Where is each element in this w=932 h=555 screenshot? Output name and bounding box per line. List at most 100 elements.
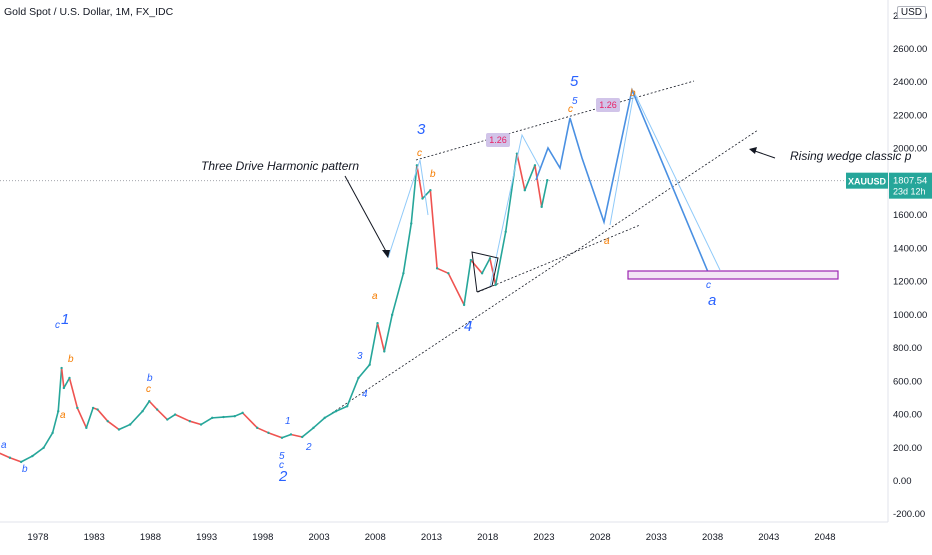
price-segment — [335, 405, 348, 413]
price-point — [166, 418, 169, 421]
price-point — [96, 408, 99, 411]
harmonic-leg-1 — [387, 159, 429, 259]
wedge-lower-line — [331, 129, 759, 414]
price-point — [357, 376, 360, 380]
price-point — [222, 415, 225, 419]
price-segment — [494, 230, 507, 286]
price-point — [68, 376, 71, 380]
x-tick-label: 2028 — [590, 532, 611, 543]
x-ticks: 1978 1983 1988 1993 1998 2003 2008 2013 2018 2023… — [27, 532, 835, 543]
price-point — [256, 426, 259, 430]
wave-label-orange-c2: c — [417, 148, 422, 159]
wave-label-orange-c3: c — [568, 104, 573, 115]
price-segment — [312, 417, 326, 429]
price-segment — [436, 267, 450, 275]
price-point — [106, 419, 109, 423]
y-tick-label: 1600.00 — [893, 210, 927, 221]
price-segment — [233, 412, 244, 418]
y-tick-label: 2000.00 — [893, 144, 927, 155]
price-segment — [63, 377, 71, 389]
price-segment — [410, 164, 418, 225]
price-point — [173, 413, 177, 416]
price-tag-value: 1807.54 — [893, 176, 927, 187]
wave-label-orange-b1: b — [68, 354, 74, 365]
price-point — [280, 436, 284, 439]
price-point — [480, 272, 484, 275]
x-tick-label: 2013 — [421, 532, 442, 543]
price-point — [383, 350, 386, 353]
price-point — [402, 272, 405, 275]
y-tick-label: 2200.00 — [893, 110, 927, 121]
currency-button[interactable]: USD — [896, 6, 926, 19]
wedge-annotation: Rising wedge classic p — [790, 149, 912, 163]
wedge-arrow-line — [751, 149, 776, 159]
price-point — [148, 400, 151, 403]
price-point — [8, 456, 12, 459]
y-tick-label: 1400.00 — [893, 243, 927, 254]
price-segment — [301, 427, 315, 438]
price-segment — [156, 408, 169, 421]
price-point — [435, 267, 439, 270]
price-segment — [85, 407, 94, 429]
wave-label-small-1: 1 — [285, 416, 291, 427]
price-segment — [68, 377, 79, 409]
price-segment — [76, 407, 88, 429]
price-point — [19, 460, 23, 464]
price-point — [540, 205, 543, 209]
price-point — [376, 321, 379, 325]
price-point — [488, 257, 492, 260]
wave-label-orange-c1: c — [146, 384, 151, 395]
x-tick-label: 2018 — [477, 532, 498, 543]
x-tick-label: 1993 — [196, 532, 217, 543]
price-segment — [281, 433, 292, 439]
wedge-inner-line — [477, 224, 641, 293]
price-segment — [346, 377, 360, 408]
wave-label-2: 2 — [278, 468, 288, 485]
price-segment — [376, 322, 386, 353]
price-point — [546, 179, 549, 182]
wave-label-orange-a1: a — [60, 410, 66, 421]
y-tick-label: 200.00 — [893, 443, 922, 454]
price-segment — [166, 413, 176, 421]
price-point — [390, 313, 394, 317]
price-segment — [148, 400, 158, 411]
wave-label-orange-b2: b — [430, 169, 436, 180]
x-tick-label: 2048 — [814, 532, 835, 543]
wave-label-orange-a2: a — [372, 291, 378, 302]
y-ticks: -200.00 0.00 200.00 400.00 600.00 800.00 1000.… — [893, 11, 927, 520]
price-segment — [96, 408, 109, 422]
rising-wedge — [331, 80, 759, 414]
wave-label-4: 4 — [464, 318, 472, 335]
price-point — [267, 431, 270, 435]
price-segment — [402, 222, 413, 275]
price-point — [523, 189, 527, 192]
x-tick-label: 2008 — [365, 532, 386, 543]
price-segment — [391, 272, 405, 316]
price-point — [469, 258, 473, 262]
y-tick-label: 1200.00 — [893, 277, 927, 288]
price-segment — [57, 367, 63, 413]
price-segment — [383, 314, 393, 353]
wedge-upper-line — [415, 80, 695, 161]
price-point — [429, 189, 432, 192]
target-zone — [627, 270, 839, 280]
harmonic-leg-3 — [609, 90, 721, 271]
wave-label-small-c1: c — [55, 320, 60, 331]
price-segment — [60, 367, 65, 389]
x-tick-label: 1998 — [252, 532, 273, 543]
pattern-arrow-line — [344, 175, 389, 256]
price-point — [345, 405, 349, 408]
price-point — [421, 197, 424, 200]
price-point — [155, 408, 159, 411]
y-tick-label: 600.00 — [893, 376, 922, 387]
price-segment — [368, 322, 379, 366]
ratio-box-2: 1.26 — [596, 98, 620, 112]
wave-label-small-4: 4 — [362, 389, 368, 400]
price-segment — [256, 427, 270, 434]
price-segment — [470, 259, 483, 275]
price-segment — [118, 423, 131, 431]
x-tick-label: 2003 — [309, 532, 330, 543]
